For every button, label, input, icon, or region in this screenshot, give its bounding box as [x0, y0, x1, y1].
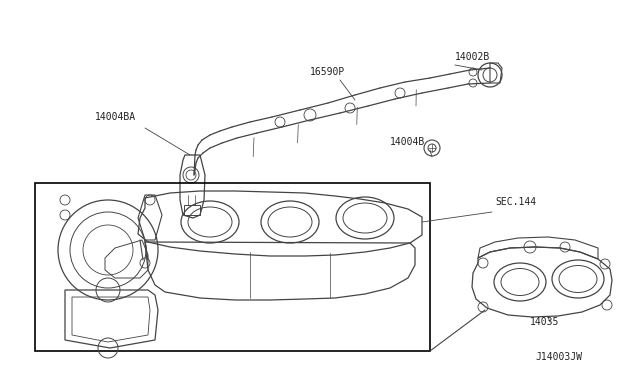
Text: 16590P: 16590P [310, 67, 345, 77]
Text: 14004BA: 14004BA [95, 112, 136, 122]
Text: 14035: 14035 [530, 317, 559, 327]
Text: 14002B: 14002B [455, 52, 490, 62]
Text: J14003JW: J14003JW [535, 352, 582, 362]
Bar [35, 183, 430, 351]
Text: SEC.144: SEC.144 [495, 197, 536, 207]
Text: 14004B: 14004B [390, 137, 425, 147]
